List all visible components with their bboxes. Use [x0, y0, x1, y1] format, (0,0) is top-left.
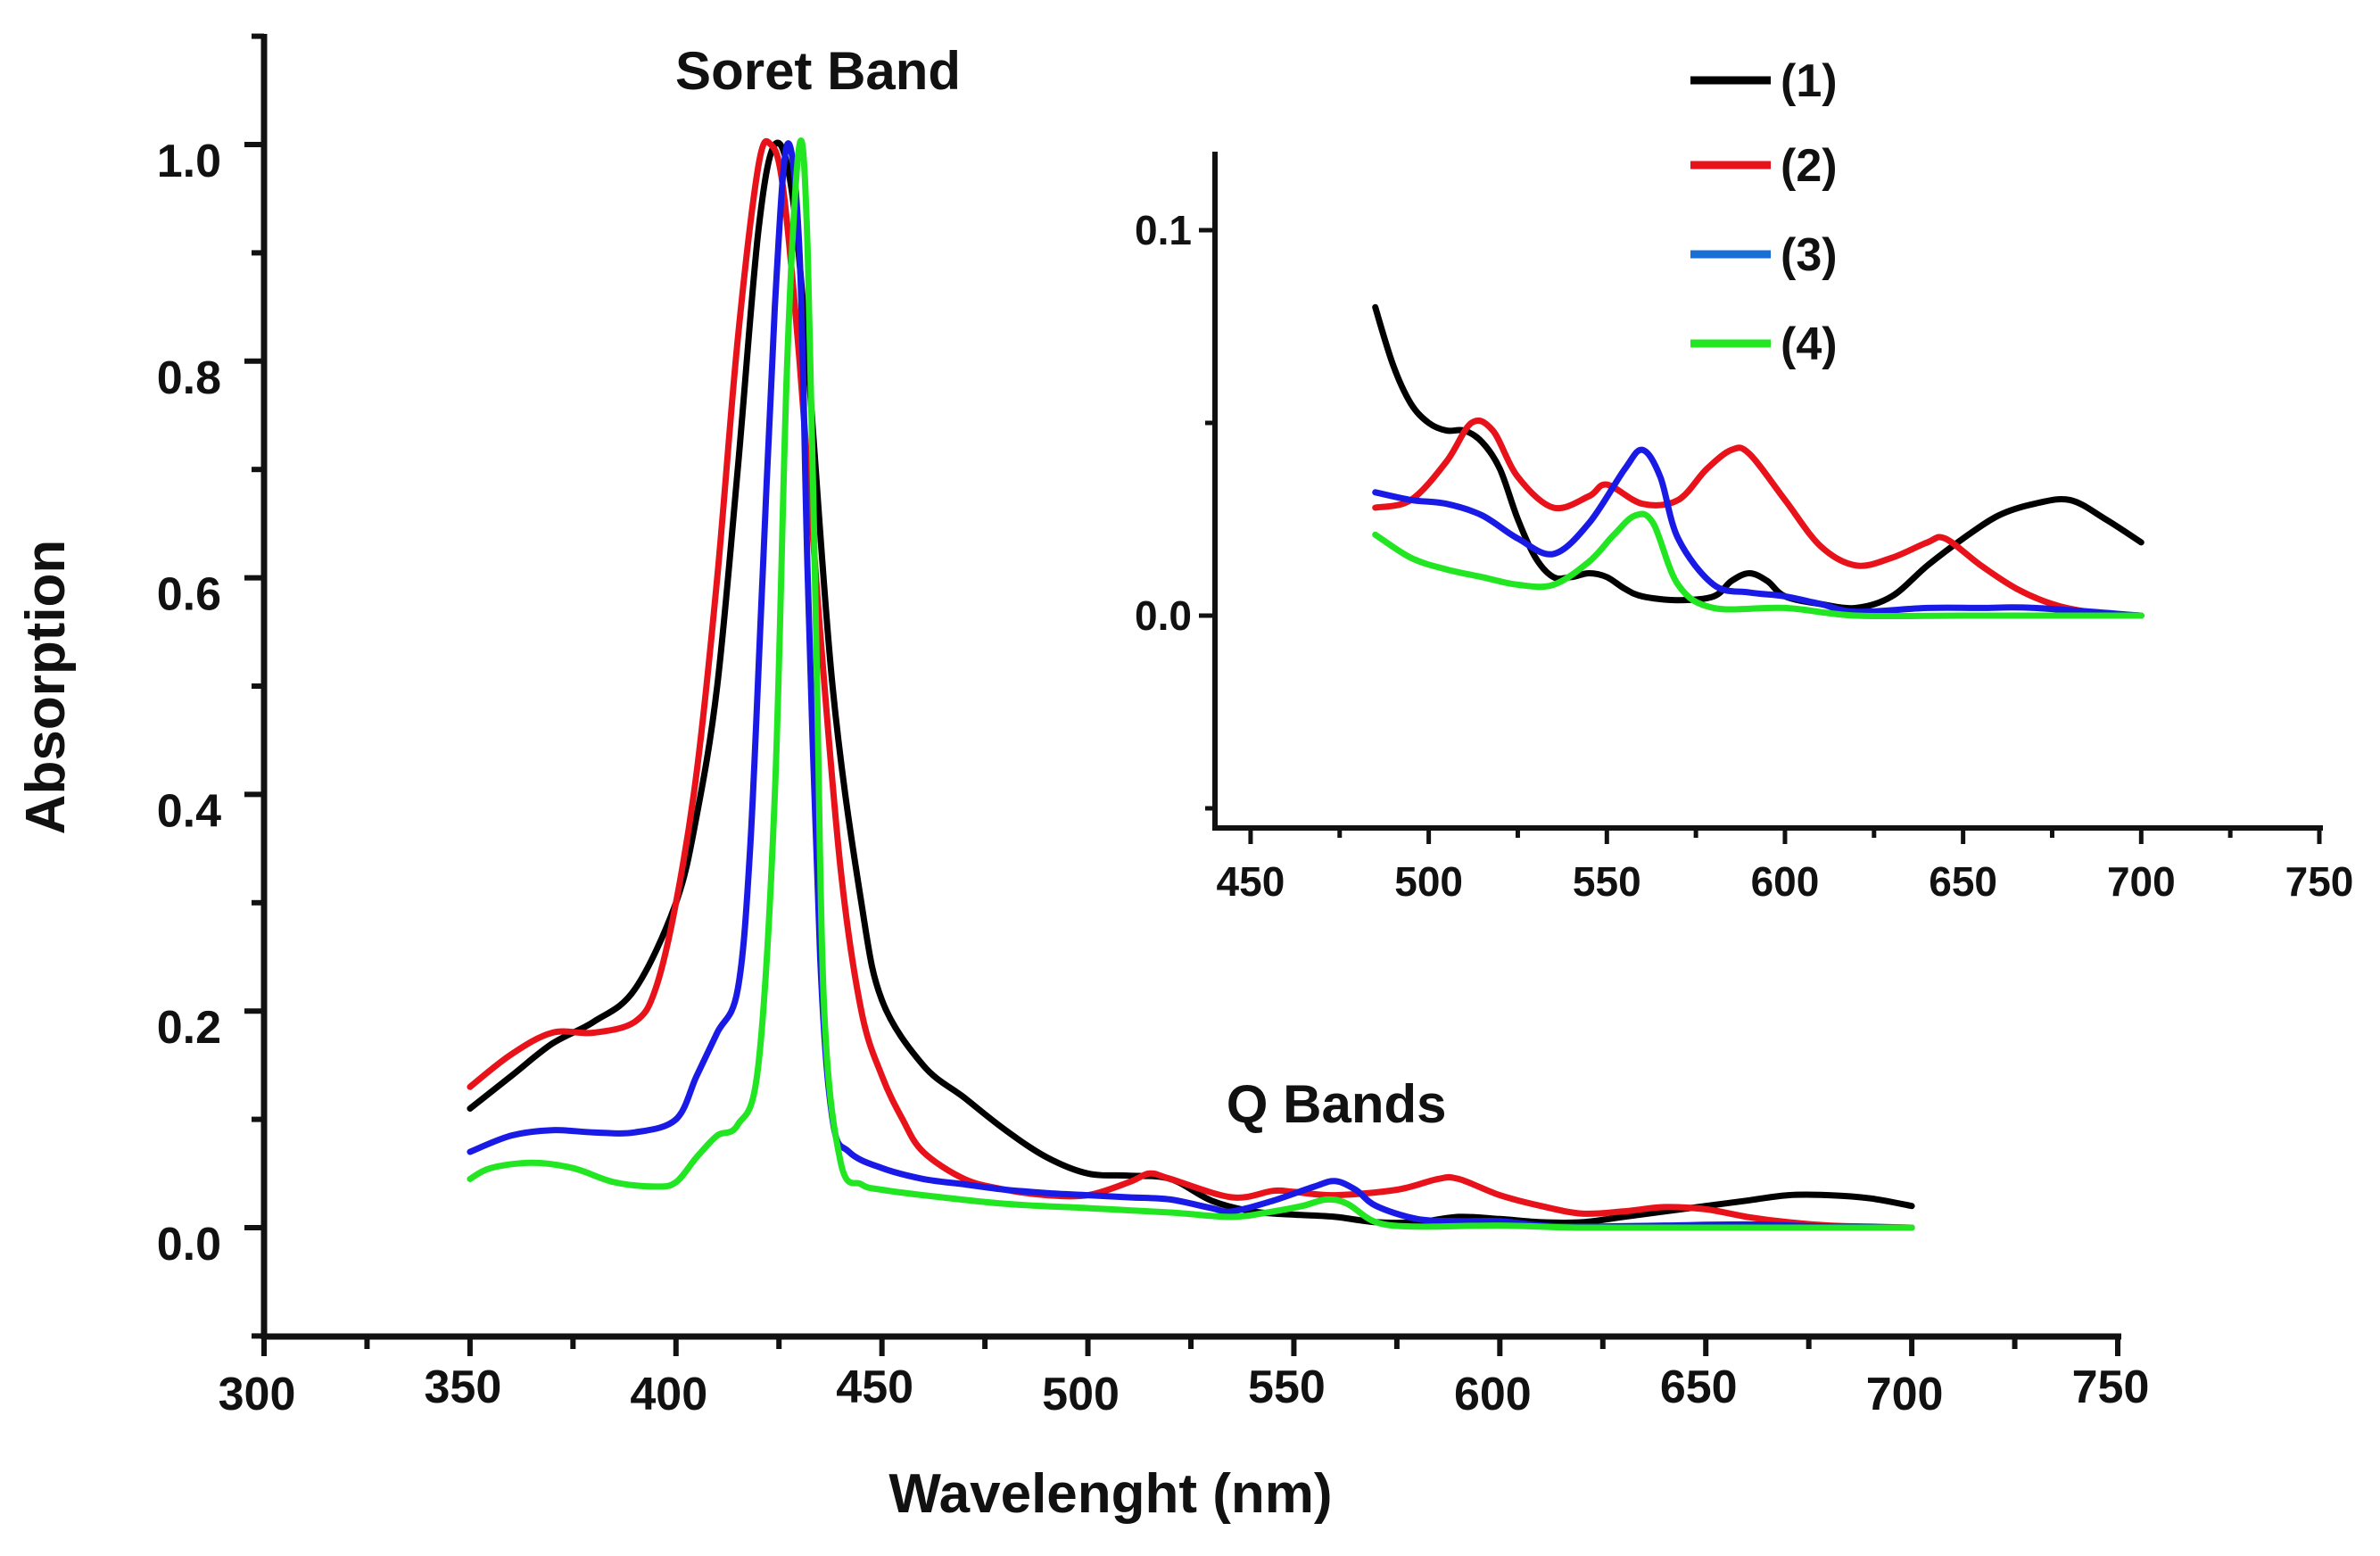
main-y-tick-label: 0.8	[157, 352, 221, 404]
main-x-tick-label: 450	[836, 1362, 913, 1413]
main-x-tick-label: 500	[1042, 1369, 1120, 1420]
main-series-line-3	[467, 140, 1915, 1231]
main-y-tick-label: 0.4	[157, 785, 221, 837]
main-x-tick-label: 600	[1454, 1369, 1532, 1420]
main-x-tick-label: 400	[630, 1369, 707, 1420]
legend-label-1: (1)	[1781, 55, 1838, 107]
main-x-tick-label: 750	[2072, 1362, 2150, 1413]
inset-x-tick-label: 750	[2285, 858, 2354, 905]
main-y-tick-label: 0.6	[157, 569, 221, 621]
main-series-line-1	[467, 139, 1915, 1227]
legend-label-2: (2)	[1781, 140, 1838, 192]
inset-series-line-3	[1372, 446, 2144, 619]
inset-x-tick-label: 550	[1573, 858, 1641, 905]
main-ticks: 300 350 400 450 500 550 600 650 700 750 0.0 0.2 0.4 0…	[157, 33, 2150, 1420]
legend-label-3: (3)	[1781, 229, 1838, 281]
main-plot: 300 350 400 450 500 550 600 650 700 750 0.0 0.2 0.4 0…	[15, 33, 2150, 1525]
main-y-tick-label: 0.2	[157, 1002, 221, 1054]
inset-x-tick-label: 600	[1751, 858, 1820, 905]
inset-series-group	[1372, 303, 2144, 620]
main-y-tick-label: 1.0	[157, 136, 221, 187]
inset-plot: 450 500 550 600 650 700 750 0.0 0.1	[1135, 152, 2353, 905]
main-x-tick-label: 650	[1660, 1362, 1738, 1413]
main-series-line-4	[467, 137, 1915, 1231]
inset-ticks: 450 500 550 600 650 700 750 0.0 0.1	[1135, 207, 2353, 905]
inset-x-tick-label: 500	[1394, 858, 1463, 905]
main-x-tick-label: 350	[425, 1362, 502, 1413]
legend-label-4: (4)	[1781, 319, 1838, 370]
inset-series-line-4	[1372, 510, 2144, 620]
main-x-tick-label: 300	[219, 1369, 296, 1420]
main-series-line-2	[467, 137, 1915, 1231]
x-axis-title: Wavelenght (nm)	[888, 1463, 1332, 1525]
soret-band-annotation: Soret Band	[675, 41, 961, 101]
inset-x-tick-label: 650	[1929, 858, 1997, 905]
inset-y-tick-label: 0.0	[1135, 592, 1192, 639]
q-bands-annotation: Q Bands	[1227, 1074, 1447, 1134]
main-y-tick-label: 0.0	[157, 1219, 221, 1270]
legend: (1) (2) (3) (4)	[1690, 55, 1838, 370]
inset-x-tick-label: 450	[1217, 858, 1285, 905]
inset-series-line-1	[1372, 303, 2144, 612]
main-x-tick-label: 550	[1248, 1362, 1326, 1413]
inset-series-line-2	[1372, 417, 2144, 619]
inset-x-tick-label: 700	[2107, 858, 2176, 905]
inset-y-tick-label: 0.1	[1135, 207, 1192, 253]
y-axis-title: Absorption	[15, 540, 77, 835]
main-series-group	[467, 137, 1915, 1231]
main-x-tick-label: 700	[1866, 1369, 1944, 1420]
